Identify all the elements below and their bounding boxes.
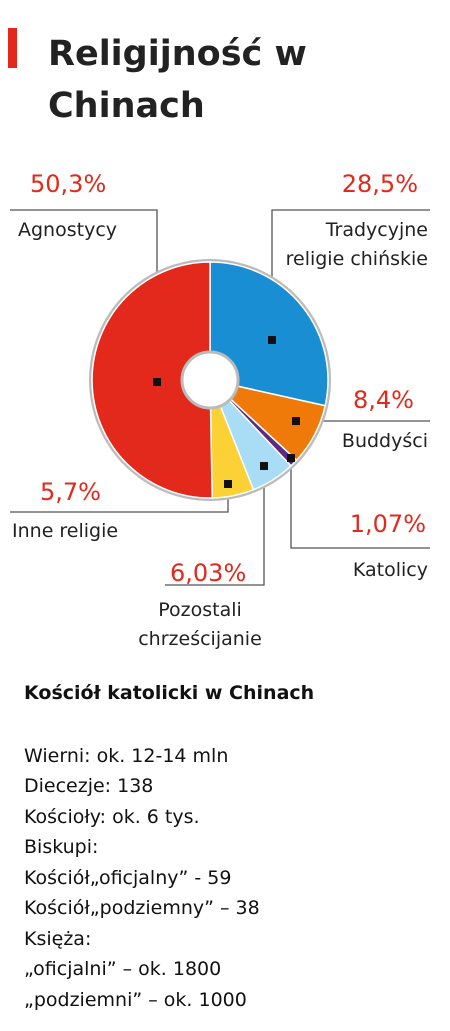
info-box: Kościół katolicki w Chinach Wierni: ok. …: [24, 678, 314, 1015]
info-line: „oficjalni” – ok. 1800: [24, 958, 222, 980]
value-label: 28,5%: [341, 170, 418, 198]
category-label: Katolicy: [352, 559, 428, 581]
category-label: Inne religie: [12, 520, 119, 542]
chart: [8, 28, 430, 586]
info-line: Kościoły: ok. 6 tys.: [24, 805, 200, 828]
info-line: Wierni: ok. 12-14 mln: [24, 744, 229, 767]
leader-marker: [292, 417, 300, 425]
info-line: „podziemni” – ok. 1000: [24, 988, 247, 1011]
leader-marker: [260, 462, 268, 470]
category-label: Tradycyjne religie chińskie: [285, 219, 428, 270]
leader-marker: [153, 378, 161, 386]
info-title: Kościół katolicki w Chinach: [24, 682, 315, 704]
chart-title: Religijność w Chinach: [48, 34, 307, 126]
leader-marker: [268, 336, 276, 344]
value-label: 50,3%: [30, 170, 107, 198]
value-label: 5,7%: [40, 478, 101, 506]
pie-hole: [180, 350, 240, 410]
info-line: Kościół„oficjalny” - 59: [24, 866, 232, 889]
value-label: 1,07%: [349, 510, 426, 538]
category-label: Agnostycy: [18, 219, 118, 241]
leader-marker: [287, 454, 295, 462]
info-line: Księża:: [24, 927, 92, 950]
value-label: 8,4%: [353, 386, 414, 414]
category-label: Buddyści: [341, 430, 428, 452]
category-label: Pozostali chrześcijanie: [138, 599, 262, 650]
leader-marker: [224, 480, 232, 488]
title-accent: [8, 28, 17, 68]
info-line: Kościół„podziemny” – 38: [24, 897, 260, 919]
info-line: Diecezje: 138: [24, 775, 154, 797]
value-label: 6,03%: [170, 559, 247, 587]
info-line: Biskupi:: [24, 836, 99, 858]
